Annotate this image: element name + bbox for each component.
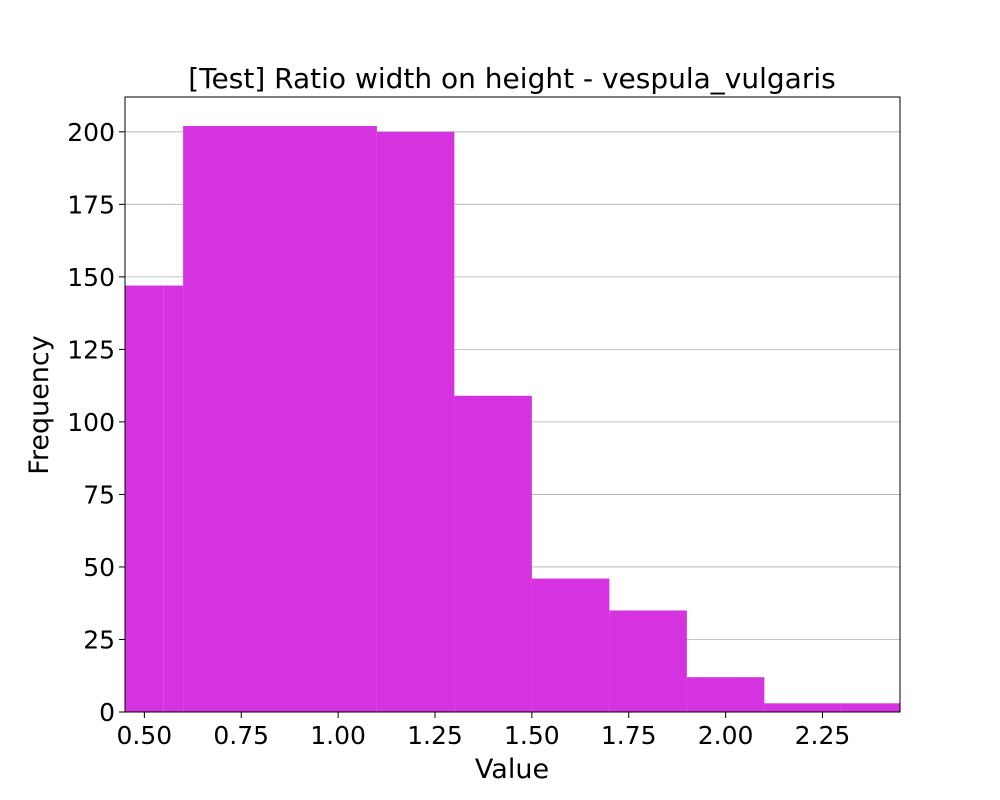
y-tick-label: 75 bbox=[83, 480, 115, 509]
histogram-bar bbox=[376, 131, 455, 712]
x-tick-label: 0.75 bbox=[213, 721, 269, 750]
x-tick-label: 0.50 bbox=[117, 721, 173, 750]
chart-title: [Test] Ratio width on height - vespula_v… bbox=[188, 62, 835, 95]
x-tick-label: 2.00 bbox=[698, 721, 754, 750]
histogram-bar bbox=[764, 703, 842, 712]
x-tick-label: 1.50 bbox=[504, 721, 560, 750]
histogram-bar bbox=[183, 126, 377, 712]
histogram-bar bbox=[125, 285, 164, 712]
histogram-bar bbox=[841, 703, 900, 712]
histogram-bar bbox=[531, 578, 610, 712]
x-tick-label: 2.25 bbox=[795, 721, 851, 750]
y-axis-ticks: 0 25 50 75 100 125 150 175 200 bbox=[67, 118, 125, 727]
y-tick-label: 200 bbox=[67, 118, 115, 147]
y-tick-label: 150 bbox=[67, 263, 115, 292]
x-tick-label: 1.00 bbox=[310, 721, 366, 750]
y-axis-label: Frequency bbox=[24, 335, 55, 475]
histogram-bars bbox=[125, 126, 900, 712]
y-tick-label: 100 bbox=[67, 408, 115, 437]
histogram-bar bbox=[163, 285, 184, 712]
y-tick-label: 0 bbox=[99, 698, 115, 727]
y-tick-label: 175 bbox=[67, 190, 115, 219]
histogram-bar bbox=[609, 610, 687, 712]
histogram-bar bbox=[686, 677, 765, 712]
histogram-bar bbox=[454, 395, 532, 712]
y-tick-label: 25 bbox=[83, 625, 115, 654]
y-tick-label: 125 bbox=[67, 335, 115, 364]
x-tick-label: 1.25 bbox=[407, 721, 463, 750]
x-tick-label: 1.75 bbox=[601, 721, 657, 750]
plot-frame bbox=[124, 96, 901, 713]
y-tick-label: 50 bbox=[83, 553, 115, 582]
x-axis-ticks: 0.50 0.75 1.00 1.25 1.50 1.75 2.00 2.25 bbox=[117, 712, 851, 750]
x-axis-label: Value bbox=[475, 754, 549, 785]
